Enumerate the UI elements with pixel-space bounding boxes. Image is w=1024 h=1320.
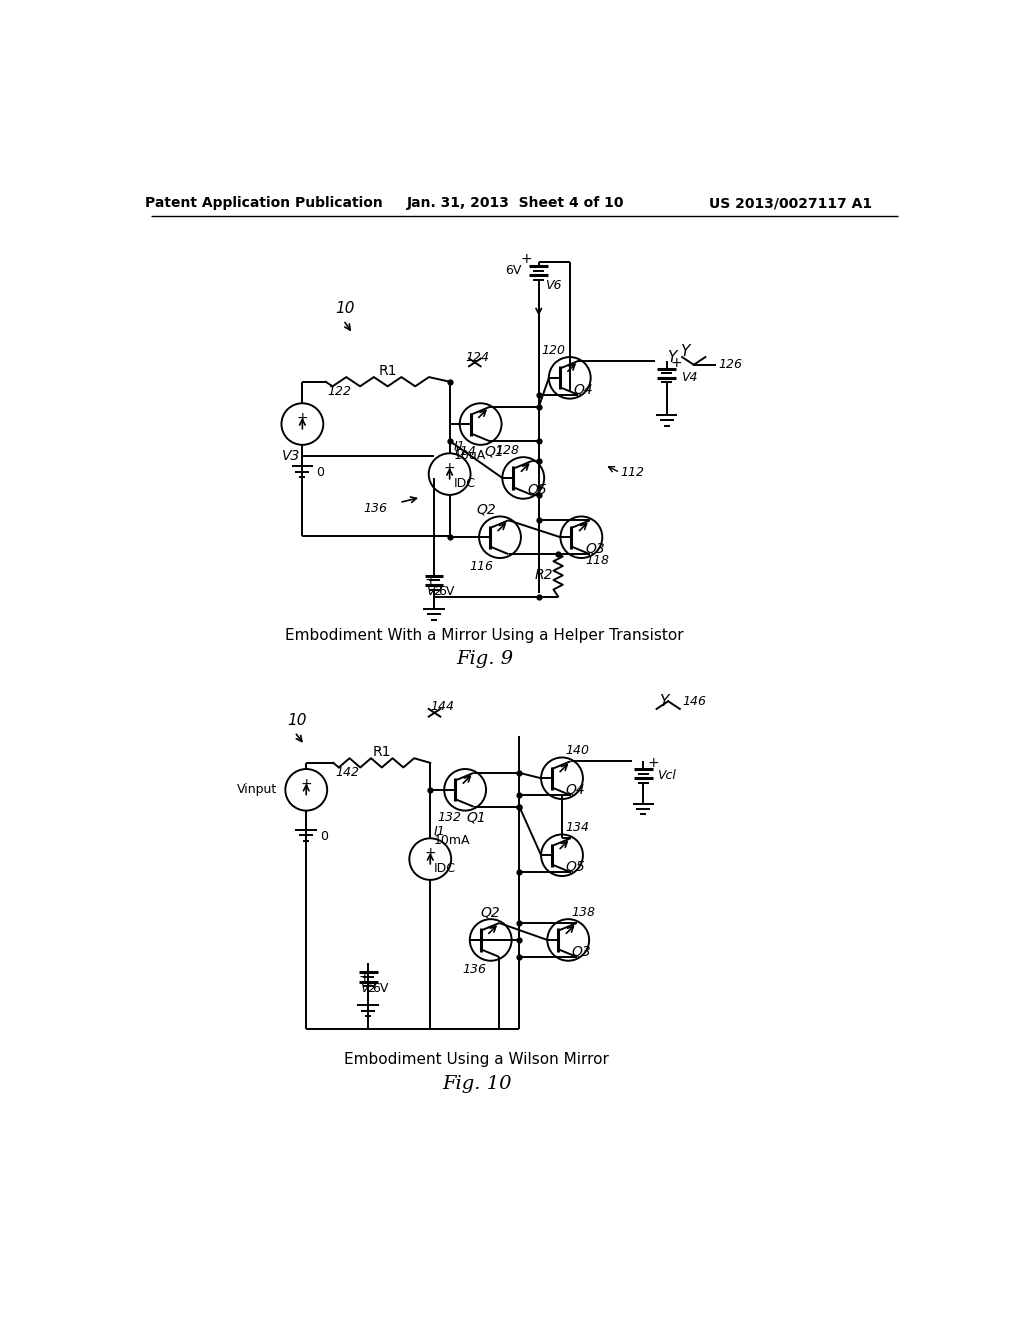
Text: 138: 138 <box>571 906 595 919</box>
Text: Patent Application Publication: Patent Application Publication <box>144 197 383 210</box>
Text: V4: V4 <box>681 371 697 384</box>
Text: 10: 10 <box>287 713 306 729</box>
Text: 10: 10 <box>336 301 355 315</box>
Text: Y: Y <box>658 694 669 709</box>
Circle shape <box>444 770 486 810</box>
Text: 146: 146 <box>682 694 707 708</box>
Text: 6V: 6V <box>372 982 388 995</box>
Text: Q3: Q3 <box>586 541 605 556</box>
Text: 124: 124 <box>465 351 489 363</box>
Text: 116: 116 <box>470 560 494 573</box>
Text: +: + <box>297 411 308 425</box>
Circle shape <box>410 838 452 880</box>
Text: 136: 136 <box>364 502 388 515</box>
Circle shape <box>560 516 602 558</box>
Circle shape <box>282 404 324 445</box>
Text: R2: R2 <box>535 569 553 582</box>
Text: IDC: IDC <box>454 477 475 490</box>
Text: US 2013/0027117 A1: US 2013/0027117 A1 <box>709 197 872 210</box>
Text: 134: 134 <box>565 821 589 834</box>
Text: +: + <box>300 776 312 791</box>
Text: V2: V2 <box>360 982 377 995</box>
Text: Q1: Q1 <box>467 810 486 825</box>
Circle shape <box>503 457 544 499</box>
Text: Q3: Q3 <box>571 945 591 958</box>
Text: Q5: Q5 <box>527 483 547 496</box>
Text: 140: 140 <box>565 744 589 758</box>
Text: I1: I1 <box>434 825 445 838</box>
Text: 6V: 6V <box>505 264 521 277</box>
Text: Y: Y <box>667 350 676 364</box>
Text: 142: 142 <box>335 767 359 779</box>
Text: 0: 0 <box>316 466 325 479</box>
Text: +: + <box>358 970 370 983</box>
Text: Q4: Q4 <box>573 383 593 396</box>
Text: +: + <box>671 356 682 370</box>
Circle shape <box>479 516 521 558</box>
Text: I1: I1 <box>454 440 465 453</box>
Text: 112: 112 <box>621 466 644 479</box>
Text: +: + <box>424 846 436 859</box>
Text: 114: 114 <box>453 445 477 458</box>
Text: Jan. 31, 2013  Sheet 4 of 10: Jan. 31, 2013 Sheet 4 of 10 <box>407 197 625 210</box>
Text: 128: 128 <box>496 445 519 458</box>
Text: +: + <box>647 756 658 770</box>
Text: Q2: Q2 <box>476 503 496 516</box>
Text: V3: V3 <box>282 449 300 463</box>
Text: +: + <box>424 573 435 586</box>
Circle shape <box>460 404 502 445</box>
Text: 6V: 6V <box>438 585 455 598</box>
Text: 136: 136 <box>463 962 486 975</box>
Text: Vcl: Vcl <box>657 768 676 781</box>
Circle shape <box>429 453 471 495</box>
Circle shape <box>541 758 583 799</box>
Text: 144: 144 <box>430 700 455 713</box>
Text: +: + <box>443 461 456 475</box>
Text: Q1: Q1 <box>484 445 504 459</box>
Text: 120: 120 <box>542 343 566 356</box>
Text: Embodiment With a Mirror Using a Helper Transistor: Embodiment With a Mirror Using a Helper … <box>286 628 684 643</box>
Circle shape <box>286 770 328 810</box>
Text: V2: V2 <box>426 585 442 598</box>
Circle shape <box>549 358 591 399</box>
Circle shape <box>541 834 583 876</box>
Text: Fig. 10: Fig. 10 <box>442 1074 512 1093</box>
Text: Embodiment Using a Wilson Mirror: Embodiment Using a Wilson Mirror <box>344 1052 609 1067</box>
Text: Q2: Q2 <box>481 906 501 919</box>
Text: IDC: IDC <box>434 862 456 875</box>
Text: Q5: Q5 <box>565 859 585 874</box>
Text: +: + <box>521 252 532 267</box>
Circle shape <box>470 919 512 961</box>
Text: 132: 132 <box>437 810 461 824</box>
Text: Fig. 9: Fig. 9 <box>456 649 513 668</box>
Text: 10uA: 10uA <box>454 449 485 462</box>
Text: 122: 122 <box>328 385 351 399</box>
Text: 10mA: 10mA <box>434 834 471 847</box>
Text: R1: R1 <box>379 364 397 378</box>
Text: 0: 0 <box>321 829 329 842</box>
Text: Q4: Q4 <box>565 783 585 797</box>
Text: Y: Y <box>680 345 689 359</box>
Text: 118: 118 <box>586 554 609 566</box>
Text: 126: 126 <box>719 358 742 371</box>
Text: V6: V6 <box>545 279 561 292</box>
Circle shape <box>547 919 589 961</box>
Text: Vinput: Vinput <box>237 783 276 796</box>
Text: R1: R1 <box>372 744 391 759</box>
